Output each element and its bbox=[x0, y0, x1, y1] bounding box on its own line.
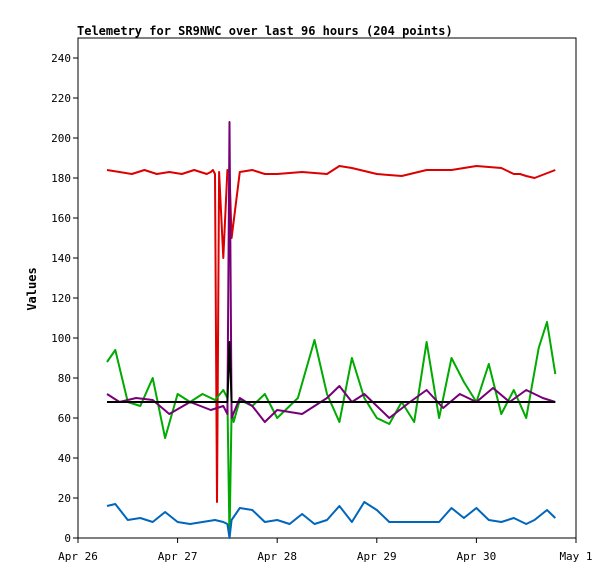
y-tick-label: 240 bbox=[51, 52, 71, 65]
x-tick-label: Apr 29 bbox=[357, 550, 397, 563]
series-line-4 bbox=[107, 341, 556, 403]
x-tick-label: May 1 bbox=[559, 550, 592, 563]
x-axis: Apr 26 Apr 27 Apr 28 Apr 29 Apr 30 May 1 bbox=[58, 538, 593, 563]
series-line-2 bbox=[106, 321, 557, 539]
x-tick-label: Apr 27 bbox=[158, 550, 198, 563]
y-tick-label: 160 bbox=[51, 212, 71, 225]
y-axis-label: Values bbox=[25, 267, 39, 310]
series-line-5 bbox=[106, 501, 556, 539]
x-tick-label: Apr 28 bbox=[257, 550, 297, 563]
y-tick-label: 200 bbox=[51, 132, 71, 145]
x-tick-label: Apr 30 bbox=[457, 550, 497, 563]
y-tick-label: 60 bbox=[58, 412, 71, 425]
plot-frame bbox=[77, 37, 577, 539]
y-tick-label: 40 bbox=[58, 452, 71, 465]
x-tick-label: Apr 26 bbox=[58, 550, 98, 563]
y-tick-label: 20 bbox=[58, 492, 71, 505]
y-tick-label: 0 bbox=[64, 532, 71, 545]
y-axis: 0 20 40 60 80 100 120 140 160 180 200 220 240 bbox=[51, 52, 78, 545]
y-tick-label: 120 bbox=[51, 292, 71, 305]
series-line-1 bbox=[106, 165, 556, 503]
y-tick-label: 140 bbox=[51, 252, 71, 265]
y-tick-label: 220 bbox=[51, 92, 71, 105]
chart-title: Telemetry for SR9NWC over last 96 hours … bbox=[77, 24, 453, 38]
series-layer bbox=[106, 121, 557, 539]
y-tick-label: 80 bbox=[58, 372, 71, 385]
y-tick-label: 100 bbox=[51, 332, 71, 345]
y-tick-label: 180 bbox=[51, 172, 71, 185]
